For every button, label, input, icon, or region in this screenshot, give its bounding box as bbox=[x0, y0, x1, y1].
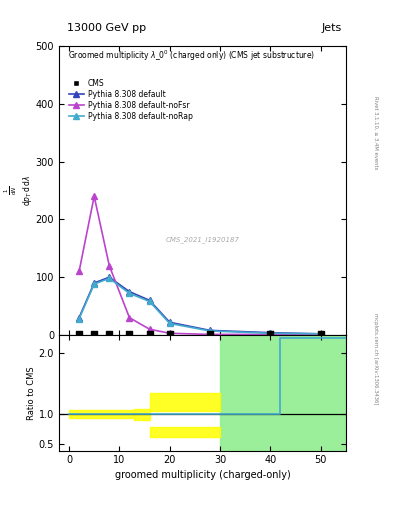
Point bbox=[267, 330, 274, 338]
Text: Groomed multiplicity $\lambda\_0^0$ (charged only) (CMS jet substructure): Groomed multiplicity $\lambda\_0^0$ (cha… bbox=[68, 49, 315, 63]
Point bbox=[318, 330, 324, 338]
Point bbox=[147, 330, 153, 338]
Point bbox=[207, 330, 213, 338]
Text: Rivet 3.1.10, ≥ 3.4M events: Rivet 3.1.10, ≥ 3.4M events bbox=[373, 96, 378, 170]
Point bbox=[106, 330, 112, 338]
Point bbox=[126, 330, 132, 338]
Text: 13000 GeV pp: 13000 GeV pp bbox=[67, 23, 146, 33]
Legend: CMS, Pythia 8.308 default, Pythia 8.308 default-noFsr, Pythia 8.308 default-noRa: CMS, Pythia 8.308 default, Pythia 8.308 … bbox=[66, 76, 196, 124]
X-axis label: groomed multiplicity (charged-only): groomed multiplicity (charged-only) bbox=[114, 470, 290, 480]
Point bbox=[76, 330, 82, 338]
Point bbox=[91, 330, 97, 338]
Point bbox=[167, 330, 173, 338]
Y-axis label: Ratio to CMS: Ratio to CMS bbox=[27, 366, 36, 420]
Text: CMS_2021_I1920187: CMS_2021_I1920187 bbox=[165, 236, 239, 243]
Y-axis label: $\frac{1}{\mathrm{d}N}$
$\mathrm{d}p_T\,\mathrm{d}\,\mathrm{d}\lambda$: $\frac{1}{\mathrm{d}N}$ $\mathrm{d}p_T\,… bbox=[3, 175, 34, 206]
Text: mcplots.cern.ch [arXiv:1306.3436]: mcplots.cern.ch [arXiv:1306.3436] bbox=[373, 313, 378, 404]
Text: Jets: Jets bbox=[321, 23, 342, 33]
